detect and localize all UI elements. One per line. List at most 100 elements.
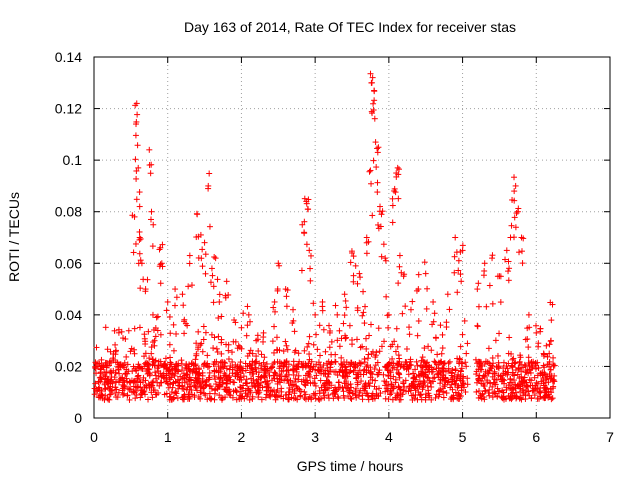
data-point <box>515 205 522 212</box>
data-point <box>139 387 146 394</box>
data-point <box>238 324 245 331</box>
data-point <box>348 396 355 403</box>
data-point <box>395 166 402 173</box>
data-point <box>496 330 503 337</box>
data-point <box>157 280 164 287</box>
data-point <box>171 363 178 370</box>
data-point <box>487 380 494 387</box>
data-point <box>363 250 370 257</box>
data-point <box>191 382 198 389</box>
data-point <box>420 364 427 371</box>
data-point <box>457 343 464 350</box>
data-point <box>161 361 168 368</box>
data-point <box>260 338 267 345</box>
data-point <box>219 396 226 403</box>
data-point <box>372 377 379 384</box>
data-point <box>540 352 547 359</box>
data-point <box>381 338 388 345</box>
data-point <box>428 347 435 354</box>
data-point <box>332 302 339 309</box>
data-point <box>395 195 402 202</box>
data-point <box>174 362 181 369</box>
data-point <box>480 394 487 401</box>
data-point <box>253 353 260 360</box>
data-point <box>352 262 359 269</box>
data-point <box>512 367 519 374</box>
data-point <box>252 383 259 390</box>
data-point <box>332 358 339 365</box>
data-point <box>434 351 441 358</box>
data-point <box>459 242 466 249</box>
data-point <box>375 325 382 332</box>
data-point <box>239 367 246 374</box>
data-point <box>474 322 481 329</box>
data-point <box>437 322 444 329</box>
data-point <box>352 364 359 371</box>
data-point <box>160 370 167 377</box>
data-point <box>401 383 408 390</box>
data-point <box>371 115 378 122</box>
data-point <box>141 363 148 370</box>
data-point <box>240 373 247 380</box>
data-point <box>190 366 197 373</box>
data-point <box>520 377 527 384</box>
data-point <box>516 365 523 372</box>
data-point <box>115 326 122 333</box>
data-point <box>170 379 177 386</box>
data-point <box>334 393 341 400</box>
data-point <box>130 249 137 256</box>
data-point <box>255 381 262 388</box>
data-point <box>133 167 140 174</box>
data-point <box>343 378 350 385</box>
data-point <box>347 259 354 266</box>
data-point <box>140 374 147 381</box>
data-point <box>423 305 430 312</box>
data-point <box>240 365 247 372</box>
data-point <box>419 363 426 370</box>
data-point <box>350 278 357 285</box>
data-point <box>368 392 375 399</box>
data-point <box>290 366 297 373</box>
data-point <box>361 359 368 366</box>
data-point <box>115 379 122 386</box>
data-point <box>338 360 345 367</box>
data-point <box>207 279 214 286</box>
data-point <box>266 391 273 398</box>
data-point <box>547 376 554 383</box>
data-point <box>298 378 305 385</box>
data-point <box>269 338 276 345</box>
data-point <box>398 269 405 276</box>
data-point <box>255 390 262 397</box>
data-point <box>179 385 186 392</box>
data-point <box>502 256 509 263</box>
data-point <box>310 341 317 348</box>
data-point <box>375 144 382 151</box>
data-point <box>403 366 410 373</box>
data-point <box>384 361 391 368</box>
data-point <box>512 224 519 231</box>
data-point <box>133 118 140 125</box>
data-point <box>141 388 148 395</box>
data-point <box>389 195 396 202</box>
data-point <box>548 317 555 324</box>
data-point <box>284 287 291 294</box>
data-point <box>206 369 213 376</box>
data-point <box>235 371 242 378</box>
data-point <box>144 276 151 283</box>
data-point <box>274 358 281 365</box>
data-point <box>205 185 212 192</box>
data-point <box>448 369 455 376</box>
data-point <box>185 391 192 398</box>
data-point <box>270 360 277 367</box>
data-point <box>200 323 207 330</box>
data-point <box>260 359 267 366</box>
data-point <box>475 280 482 287</box>
data-point <box>538 378 545 385</box>
data-point <box>420 373 427 380</box>
data-point <box>213 345 220 352</box>
data-point <box>295 372 302 379</box>
data-point <box>516 395 523 402</box>
data-point <box>392 189 399 196</box>
data-point <box>179 394 186 401</box>
data-point <box>445 360 452 367</box>
